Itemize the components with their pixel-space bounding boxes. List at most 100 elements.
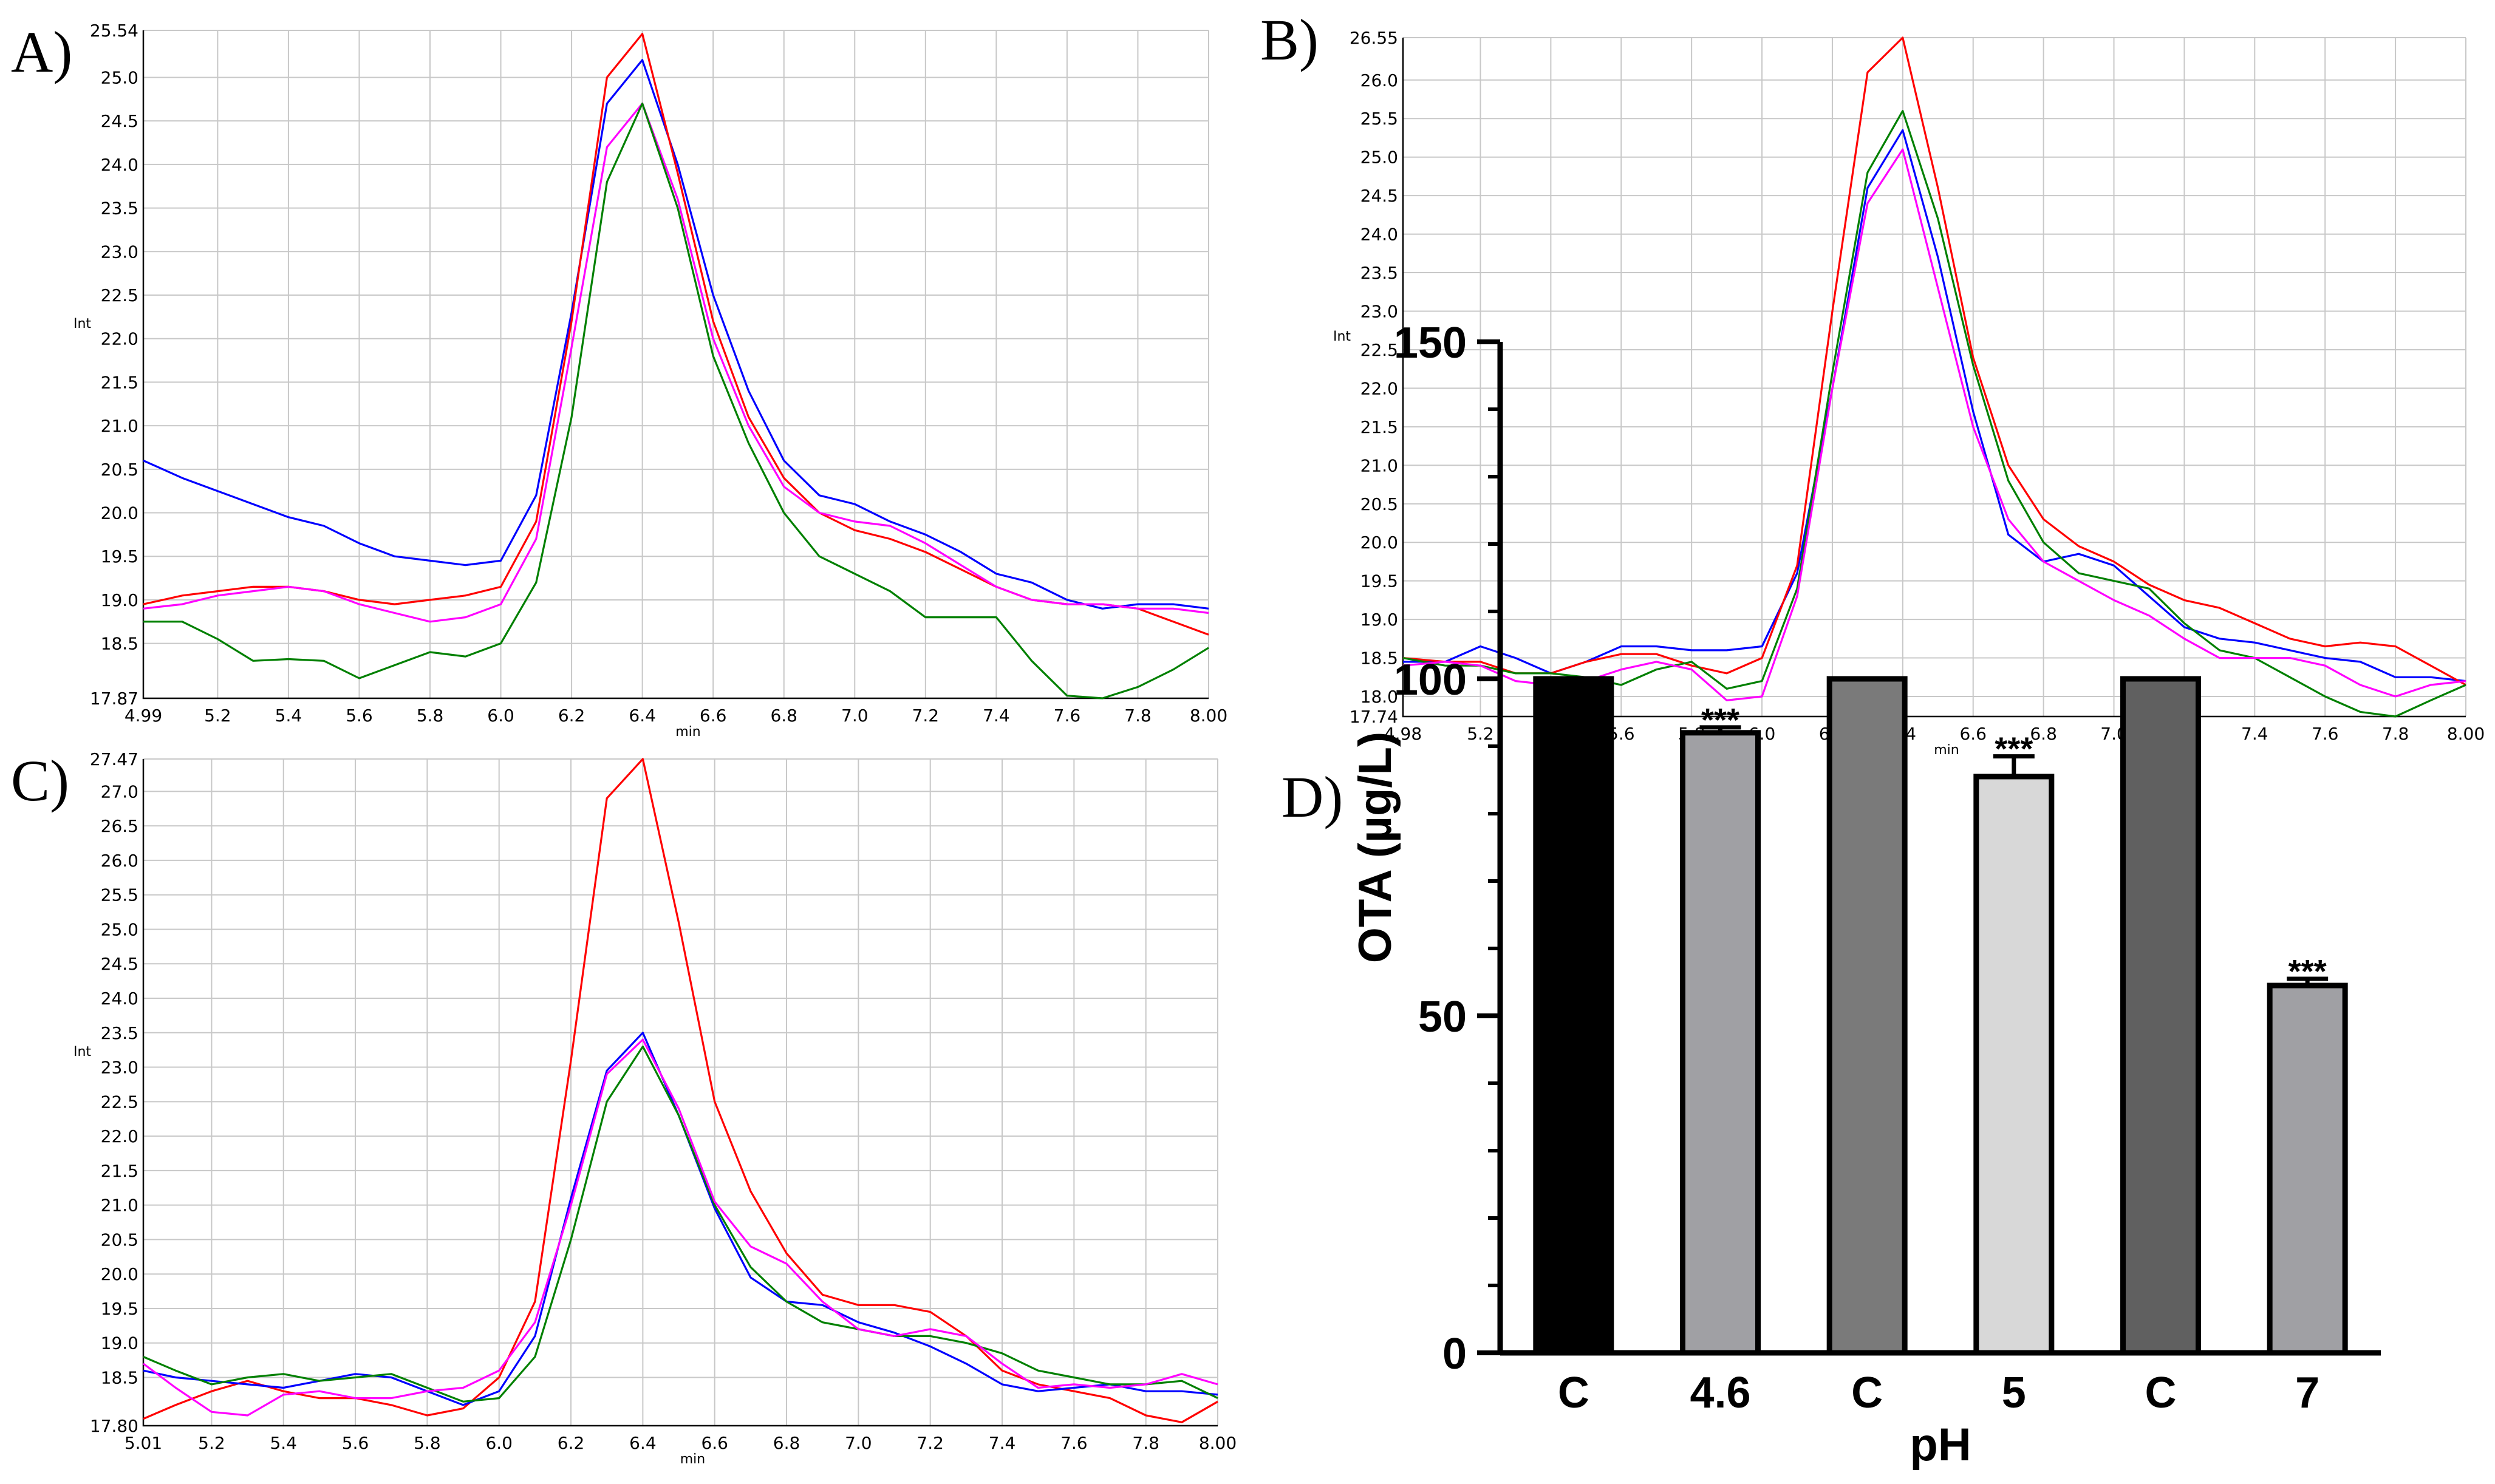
panel-d-bar <box>2120 676 2201 1356</box>
panel-d-bar <box>1973 774 2055 1356</box>
panel-c-x-tick-label: 7.6 <box>1060 1433 1088 1453</box>
panel-a-y-tick-label: 19.5 <box>101 546 138 567</box>
panel-c-y-tick-label: 22.5 <box>101 1092 138 1112</box>
panel-c-y-tick-label: 27.0 <box>101 781 138 802</box>
panel-c-x-tick-label: 5.8 <box>414 1433 441 1453</box>
panel-b-x-tick-label: 7.6 <box>2312 724 2339 744</box>
panel-a-x-tick-label: 7.2 <box>912 706 940 726</box>
panel-c-series-line-3 <box>143 1045 1218 1403</box>
panel-c-y-tick-label: 21.5 <box>101 1161 138 1181</box>
panel-b-series-line-4 <box>1402 148 2466 702</box>
panel-c-x-tick-label: 6.4 <box>629 1433 657 1453</box>
panel-c-x-tick-label: 7.8 <box>1132 1433 1159 1453</box>
panel-a-x-axis-label: min <box>675 724 701 740</box>
panel-a-y-tick-label: 21.5 <box>101 372 138 392</box>
panel-c-x-tick-label: 8.00 <box>1199 1433 1237 1453</box>
panel-d-y-tick-label: 150 <box>1394 319 1467 367</box>
panel-c-y-tick-label: 26.0 <box>101 851 138 871</box>
panel-a-x-tick-label: 7.4 <box>983 706 1010 726</box>
panel-c-y-tick-label: 25.5 <box>101 885 138 905</box>
panel-c-series-line-2 <box>143 1032 1218 1406</box>
panel-b-y-tick-label: 18.0 <box>1360 687 1398 707</box>
panel-a-y-tick-label: 23.5 <box>101 199 138 219</box>
panel-c-axes <box>142 759 1218 1427</box>
panel-d-bar <box>2267 982 2348 1356</box>
panel-d-label: D) <box>1282 764 1343 829</box>
panel-b-y-tick-label: 23.0 <box>1360 301 1398 321</box>
panel-c-x-tick-label: 5.2 <box>198 1433 225 1453</box>
panel-b-y-axis-label: Int <box>1333 329 1351 344</box>
panel-c-x-tick-label: 6.8 <box>773 1433 800 1453</box>
panel-a-x-tick-label: 5.8 <box>417 706 444 726</box>
panel-d-y-tick-label: 50 <box>1418 993 1467 1041</box>
panel-b-y-tick-label: 24.0 <box>1360 225 1398 245</box>
panel-a-x-tick-label: 6.0 <box>487 706 514 726</box>
panel-b-y-tick-label: 19.5 <box>1360 571 1398 591</box>
panel-c-x-tick-label: 6.6 <box>701 1433 728 1453</box>
panel-a-series-line-1 <box>143 59 1209 610</box>
panel-c-y-tick-label: 21.0 <box>101 1196 138 1216</box>
panel-b-x-tick-label: 6.8 <box>2030 724 2057 744</box>
panel-b-y-tick-label: 20.0 <box>1360 533 1398 553</box>
panel-a-axes <box>142 30 1209 699</box>
panel-b-y-tick-label: 26.55 <box>1350 28 1398 48</box>
panel-b-series-line-1 <box>1403 129 2466 682</box>
panel-a-y-axis-label: Int <box>73 316 91 332</box>
panel-b-y-tick-label: 17.74 <box>1350 707 1398 727</box>
panel-c-series-line-4 <box>143 1038 1218 1417</box>
panel-b-x-tick-label: 8.00 <box>2447 724 2485 744</box>
panel-b-x-axis-label: min <box>1934 743 1959 758</box>
panel-d-x-tick-label: 5 <box>2002 1369 2026 1417</box>
panel-a-x-tick-label: 5.4 <box>275 706 302 726</box>
panel-b-axes <box>1402 38 2466 718</box>
panel-d-y-tick-label: 0 <box>1442 1330 1467 1378</box>
panel-c-y-tick-label: 19.5 <box>101 1299 138 1319</box>
panel-c-y-tick-label: 17.80 <box>90 1416 138 1436</box>
panel-a-x-tick-label: 5.6 <box>346 706 373 726</box>
panel-a-y-tick-label: 24.0 <box>101 155 138 175</box>
panel-a-x-tick-label: 7.0 <box>841 706 869 726</box>
panel-b-y-tick-label: 25.0 <box>1360 148 1398 168</box>
panel-a-y-tick-label: 19.0 <box>101 590 138 610</box>
panel-d-x-tick-label: C <box>1851 1369 1883 1417</box>
panel-a-x-tick-label: 7.6 <box>1054 706 1081 726</box>
panel-b-y-tick-label: 19.0 <box>1360 610 1398 630</box>
panel-a-y-tick-label: 18.5 <box>101 634 138 654</box>
panel-d-bar <box>1826 676 1908 1356</box>
panel-c-y-tick-label: 24.0 <box>101 989 138 1009</box>
panel-b-y-tick-label: 22.0 <box>1360 378 1398 398</box>
panel-b-x-tick-label: 7.8 <box>2382 724 2409 744</box>
panel-a-x-tick-label: 8.00 <box>1190 706 1227 726</box>
panel-c-y-tick-label: 18.5 <box>101 1368 138 1388</box>
panel-b-series-line-3 <box>1402 110 2466 718</box>
panel-a-y-tick-label: 17.87 <box>90 689 138 709</box>
panel-a-x-tick-label: 6.4 <box>629 706 656 726</box>
panel-a-x-tick-label: 4.99 <box>125 706 162 726</box>
panel-a-series-line-4 <box>143 102 1209 699</box>
panel-c-y-tick-label: 23.0 <box>101 1058 138 1078</box>
panel-d-significance-label: *** <box>1701 702 1739 738</box>
panel-a-y-tick-label: 25.0 <box>101 67 138 87</box>
panel-c-y-tick-label: 25.0 <box>101 919 138 939</box>
panel-c-y-tick-label: 19.0 <box>101 1333 138 1353</box>
panel-b-y-tick-label: 23.5 <box>1360 263 1398 283</box>
panel-a-x-tick-label: 6.6 <box>700 706 727 726</box>
panel-d-y-axis-label: OTA (µg/L) <box>1350 732 1401 963</box>
panel-b-y-tick-label: 22.5 <box>1360 340 1398 360</box>
panel-c-y-tick-label: 24.5 <box>101 954 138 974</box>
panel-c-y-tick-label: 20.0 <box>101 1264 138 1284</box>
panel-a-x-tick-label: 5.2 <box>204 706 231 726</box>
panel-c-y-tick-label: 22.0 <box>101 1126 138 1146</box>
panel-b-y-tick-label: 21.5 <box>1360 417 1398 437</box>
panel-d-x-tick-label: 7 <box>2295 1369 2319 1417</box>
panel-d-bar <box>1680 730 1761 1356</box>
panel-a-label: A) <box>11 19 72 84</box>
panel-b-y-tick-label: 21.0 <box>1360 455 1398 475</box>
panel-b-x-tick-label: 5.2 <box>1467 724 1494 744</box>
panel-a-y-tick-label: 21.0 <box>101 416 138 436</box>
panel-c-y-tick-label: 27.47 <box>90 749 138 769</box>
panel-b-label: B) <box>1260 7 1319 72</box>
panel-c-x-tick-label: 5.01 <box>125 1433 162 1453</box>
panel-b-y-tick-label: 26.0 <box>1360 70 1398 90</box>
panel-a-y-tick-label: 22.5 <box>101 285 138 305</box>
